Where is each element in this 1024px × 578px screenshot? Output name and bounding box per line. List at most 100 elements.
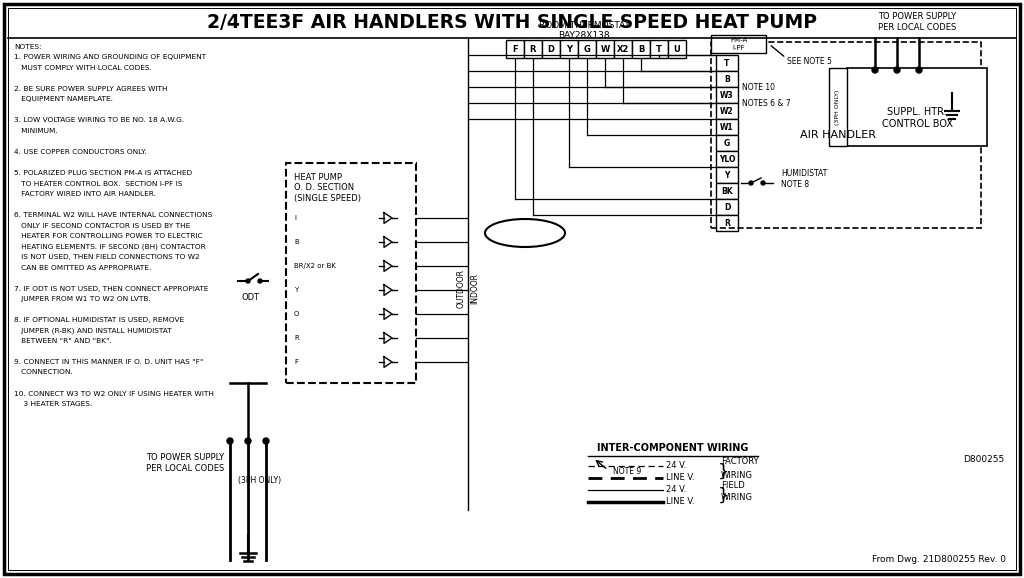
Bar bbox=[560, 40, 578, 58]
Text: 8. IF OPTIONAL HUMIDISTAT IS USED, REMOVE: 8. IF OPTIONAL HUMIDISTAT IS USED, REMOV… bbox=[14, 317, 184, 323]
Text: 3. LOW VOLTAGE WIRING TO BE NO. 18 A.W.G.: 3. LOW VOLTAGE WIRING TO BE NO. 18 A.W.G… bbox=[14, 117, 184, 124]
Text: WIRING: WIRING bbox=[721, 494, 753, 502]
Text: 5. POLARIZED PLUG SECTION PM-A IS ATTACHED: 5. POLARIZED PLUG SECTION PM-A IS ATTACH… bbox=[14, 170, 193, 176]
Text: 9. CONNECT IN THIS MANNER IF O. D. UNIT HAS "F": 9. CONNECT IN THIS MANNER IF O. D. UNIT … bbox=[14, 359, 204, 365]
Text: 4. USE COPPER CONDUCTORS ONLY.: 4. USE COPPER CONDUCTORS ONLY. bbox=[14, 149, 146, 155]
Text: HEAT PUMP
O. D. SECTION
(SINGLE SPEED): HEAT PUMP O. D. SECTION (SINGLE SPEED) bbox=[294, 173, 361, 203]
Circle shape bbox=[761, 181, 765, 185]
Bar bbox=[506, 40, 524, 58]
Text: 3 HEATER STAGES.: 3 HEATER STAGES. bbox=[14, 401, 92, 407]
Text: B: B bbox=[294, 239, 299, 245]
Text: G: G bbox=[724, 139, 730, 147]
Text: B: B bbox=[724, 75, 730, 83]
Text: FIELD: FIELD bbox=[721, 481, 744, 491]
Bar bbox=[542, 40, 560, 58]
Bar bbox=[716, 119, 738, 135]
Text: (3PH ONLY): (3PH ONLY) bbox=[836, 90, 841, 125]
Text: R: R bbox=[529, 45, 537, 54]
Circle shape bbox=[749, 181, 753, 185]
Text: F: F bbox=[512, 45, 518, 54]
Text: W3: W3 bbox=[720, 91, 734, 99]
Bar bbox=[716, 103, 738, 119]
Text: OUTDOOR: OUTDOOR bbox=[457, 269, 466, 307]
Text: ODT: ODT bbox=[242, 292, 260, 302]
Bar bbox=[716, 199, 738, 215]
Text: CONNECTION.: CONNECTION. bbox=[14, 369, 73, 376]
Bar bbox=[716, 151, 738, 167]
Circle shape bbox=[227, 438, 233, 444]
Text: T: T bbox=[656, 45, 662, 54]
Circle shape bbox=[245, 438, 251, 444]
Bar bbox=[711, 35, 766, 53]
Text: 7. IF ODT IS NOT USED, THEN CONNECT APPROPIATE: 7. IF ODT IS NOT USED, THEN CONNECT APPR… bbox=[14, 286, 208, 291]
Text: O: O bbox=[294, 311, 299, 317]
Text: }: } bbox=[718, 463, 729, 481]
Bar bbox=[524, 40, 542, 58]
Text: T: T bbox=[724, 58, 730, 68]
Text: 10. CONNECT W3 TO W2 ONLY IF USING HEATER WITH: 10. CONNECT W3 TO W2 ONLY IF USING HEATE… bbox=[14, 391, 214, 397]
Bar bbox=[596, 40, 614, 58]
Text: FACTORY: FACTORY bbox=[721, 457, 759, 465]
Bar bbox=[711, 42, 981, 228]
Bar bbox=[668, 40, 686, 58]
Text: LINE V.: LINE V. bbox=[666, 498, 694, 506]
Text: JUMPER (R-BK) AND INSTALL HUMIDISTAT: JUMPER (R-BK) AND INSTALL HUMIDISTAT bbox=[14, 328, 172, 334]
Text: BAY28X138: BAY28X138 bbox=[558, 31, 610, 39]
Text: Y: Y bbox=[724, 171, 730, 180]
Bar bbox=[286, 163, 416, 383]
Text: MUST COMPLY WITH LOCAL CODES.: MUST COMPLY WITH LOCAL CODES. bbox=[14, 65, 152, 71]
Bar bbox=[829, 68, 847, 146]
Text: AIR HANDLER: AIR HANDLER bbox=[800, 130, 876, 140]
Text: PM-A
I-PF: PM-A I-PF bbox=[730, 38, 748, 50]
Text: 1. POWER WIRING AND GROUNDING OF EQUIPMENT: 1. POWER WIRING AND GROUNDING OF EQUIPME… bbox=[14, 54, 206, 61]
Text: JUMPER FROM W1 TO W2 ON LVTB.: JUMPER FROM W1 TO W2 ON LVTB. bbox=[14, 296, 151, 302]
Text: ROOM THERMOSTAT: ROOM THERMOSTAT bbox=[539, 21, 630, 31]
Text: D: D bbox=[548, 45, 555, 54]
Circle shape bbox=[246, 279, 250, 283]
Bar bbox=[578, 40, 596, 58]
Text: HEATING ELEMENTS. IF SECOND (BH) CONTACTOR: HEATING ELEMENTS. IF SECOND (BH) CONTACT… bbox=[14, 243, 206, 250]
Text: NOTE 9: NOTE 9 bbox=[613, 468, 641, 476]
Text: BETWEEN "R" AND "BK".: BETWEEN "R" AND "BK". bbox=[14, 338, 112, 344]
Text: HEATER FOR CONTROLLING POWER TO ELECTRIC: HEATER FOR CONTROLLING POWER TO ELECTRIC bbox=[14, 233, 203, 239]
Text: F: F bbox=[294, 359, 298, 365]
Text: I: I bbox=[294, 215, 296, 221]
Bar bbox=[716, 87, 738, 103]
Bar bbox=[716, 55, 738, 71]
Text: WIRING: WIRING bbox=[721, 470, 753, 480]
Text: SEE NOTE 5: SEE NOTE 5 bbox=[787, 57, 831, 65]
Bar bbox=[632, 40, 650, 58]
Text: NOTE 10: NOTE 10 bbox=[742, 83, 775, 91]
Bar bbox=[716, 183, 738, 199]
Text: BR/X2 or BK: BR/X2 or BK bbox=[294, 263, 336, 269]
Text: ONLY IF SECOND CONTACTOR IS USED BY THE: ONLY IF SECOND CONTACTOR IS USED BY THE bbox=[14, 223, 190, 228]
Text: MINIMUM.: MINIMUM. bbox=[14, 128, 57, 134]
Text: SUPPL. HTR.
CONTROL BOX: SUPPL. HTR. CONTROL BOX bbox=[882, 107, 952, 129]
Text: IS NOT USED, THEN FIELD CONNECTIONS TO W2: IS NOT USED, THEN FIELD CONNECTIONS TO W… bbox=[14, 254, 200, 260]
Text: X2: X2 bbox=[616, 45, 629, 54]
Text: 2/4TEE3F AIR HANDLERS WITH SINGLE SPEED HEAT PUMP: 2/4TEE3F AIR HANDLERS WITH SINGLE SPEED … bbox=[207, 13, 817, 31]
Text: R: R bbox=[724, 218, 730, 228]
Bar bbox=[847, 68, 987, 146]
Text: INTER-COMPONENT WIRING: INTER-COMPONENT WIRING bbox=[597, 443, 749, 453]
Text: D: D bbox=[724, 202, 730, 212]
Text: HUMIDISTAT
NOTE 8: HUMIDISTAT NOTE 8 bbox=[781, 169, 827, 188]
Bar bbox=[716, 71, 738, 87]
Bar bbox=[716, 135, 738, 151]
Text: W2: W2 bbox=[720, 106, 734, 116]
Text: W1: W1 bbox=[720, 123, 734, 132]
Text: TO POWER SUPPLY
PER LOCAL CODES: TO POWER SUPPLY PER LOCAL CODES bbox=[878, 12, 956, 32]
Text: INDOOR: INDOOR bbox=[470, 272, 479, 303]
Bar bbox=[716, 167, 738, 183]
Text: NOTES:: NOTES: bbox=[14, 44, 42, 50]
Text: From Dwg. 21D800255 Rev. 0: From Dwg. 21D800255 Rev. 0 bbox=[872, 555, 1006, 565]
Circle shape bbox=[258, 279, 262, 283]
Text: W: W bbox=[600, 45, 609, 54]
Bar bbox=[650, 40, 668, 58]
Text: BK: BK bbox=[721, 187, 733, 195]
Text: NOTES 6 & 7: NOTES 6 & 7 bbox=[742, 98, 791, 108]
Circle shape bbox=[916, 67, 922, 73]
Text: TO HEATER CONTROL BOX.  SECTION I-PF IS: TO HEATER CONTROL BOX. SECTION I-PF IS bbox=[14, 180, 182, 187]
Text: (3PH ONLY): (3PH ONLY) bbox=[239, 476, 282, 484]
Text: D800255: D800255 bbox=[963, 455, 1004, 465]
